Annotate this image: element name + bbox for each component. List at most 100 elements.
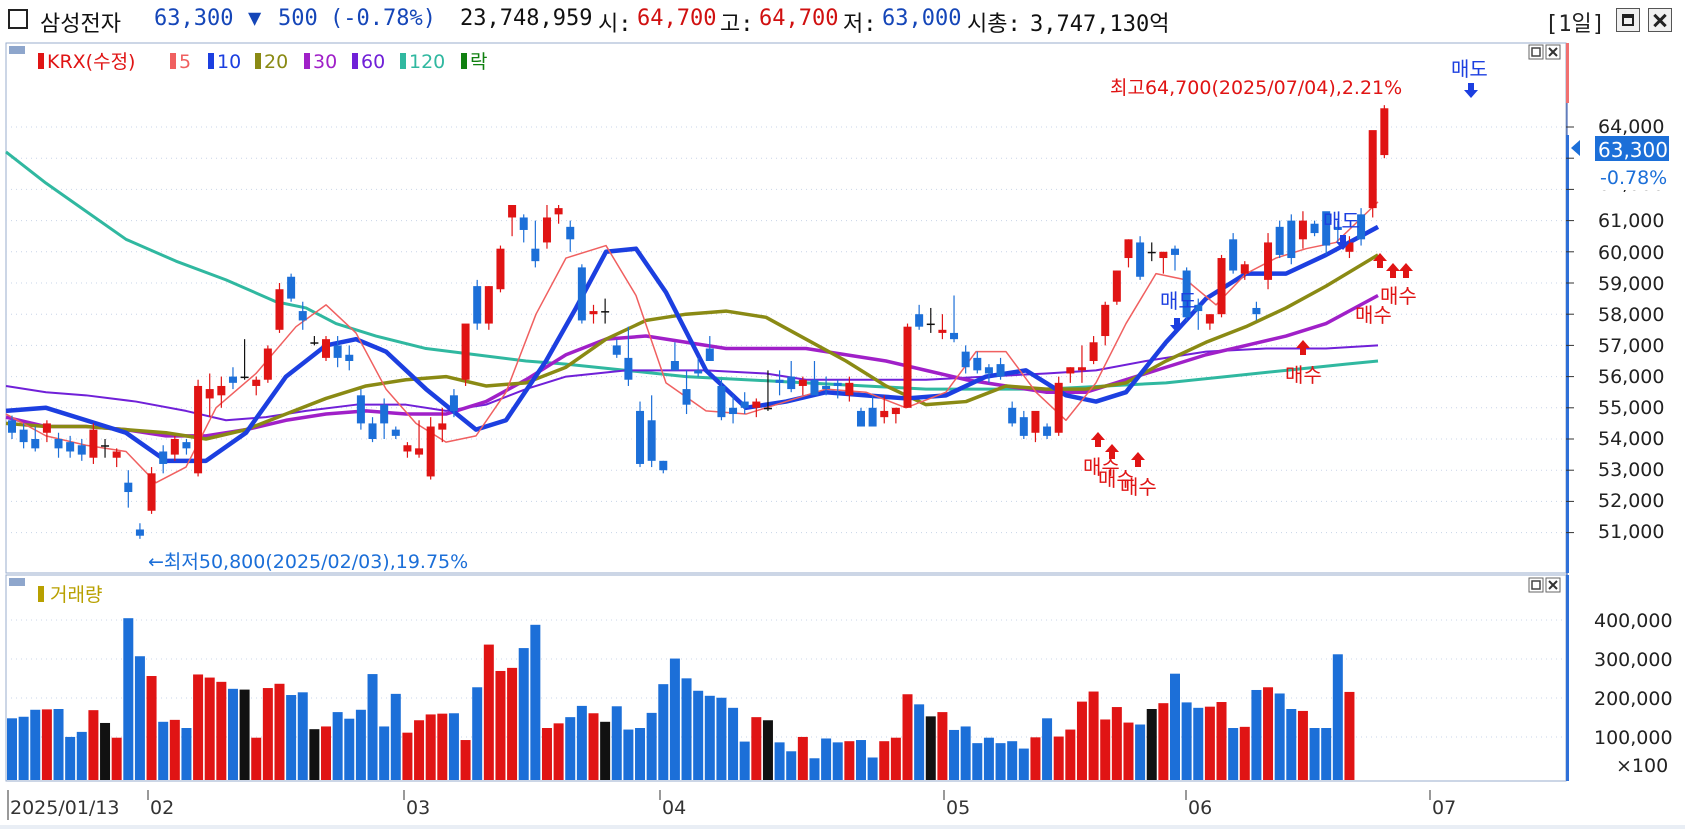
candle-body (124, 482, 133, 493)
candle-body (996, 364, 1005, 377)
volume-bar (1344, 691, 1355, 780)
volume-bar (460, 740, 471, 780)
title-bar: 삼성전자 63,300 ▼ 500 (-0.78%) 23,748,959 시:… (0, 0, 1685, 41)
volume-bar (821, 738, 832, 780)
volume-bar (1228, 728, 1239, 780)
volume-panel-close-icon[interactable] (1545, 577, 1561, 593)
price-tick: 53,000 (1598, 459, 1664, 481)
date-label: 2025/01/13 (10, 797, 120, 819)
sell-signal-label: 매도 (1451, 57, 1488, 81)
legend-ma5[interactable]: 5 (179, 51, 191, 73)
volume-tick: 100,000 (1594, 727, 1673, 749)
buy-arrow-icon (1386, 263, 1400, 278)
candle-body (1275, 226, 1284, 255)
legend-rak[interactable]: 락 (470, 51, 487, 73)
panel-close-icon[interactable] (1545, 44, 1561, 60)
close-icon[interactable] (1648, 8, 1672, 32)
legend-volume[interactable]: 거래량 (50, 584, 102, 606)
candle-body (577, 267, 586, 321)
volume-bar (588, 713, 599, 780)
volume-bar (576, 705, 587, 780)
buy-arrow-icon (1091, 432, 1105, 447)
volume-bar (41, 709, 52, 780)
candle-body (647, 420, 656, 461)
buy-signal-label: 매수 (1285, 363, 1322, 387)
volume-bar (879, 741, 890, 780)
volume-bar (344, 718, 355, 780)
candle-body (170, 439, 179, 455)
candle-body (868, 407, 877, 427)
volume-bar (611, 706, 622, 780)
volume-bar (158, 721, 169, 780)
legend-ma120[interactable]: 120 (409, 51, 445, 73)
volume-bar (553, 723, 564, 780)
candle-body (833, 382, 842, 386)
legend-ma60[interactable]: 60 (361, 51, 385, 73)
candle-body (1054, 382, 1063, 433)
candle-body (54, 439, 63, 449)
stock-chart[interactable]: KRX(수정) 5 10 20 30 60 120 락 거래량 매수매수매수매수… (0, 40, 1685, 825)
price-scroll-bar[interactable] (1566, 135, 1569, 573)
candle-body (484, 286, 493, 324)
market-cap: 3,747,130억 (1030, 12, 1170, 37)
volume-bar (1065, 729, 1076, 780)
legend-krx[interactable]: KRX(수정) (47, 51, 135, 73)
panel-restore-icon[interactable] (1528, 44, 1544, 60)
date-label: 07 (1432, 797, 1456, 819)
volume-bar (635, 728, 646, 780)
checkbox-icon[interactable] (8, 9, 28, 29)
volume-unit: ×100 (1616, 755, 1668, 777)
volume-bar (437, 713, 448, 780)
volume-bar (111, 737, 122, 780)
candle-body (601, 311, 610, 313)
restore-icon[interactable] (1616, 8, 1640, 32)
legend-ma10[interactable]: 10 (217, 51, 241, 73)
candle-body (449, 395, 458, 411)
candle-body (19, 429, 28, 443)
trade-volume: 23,748,959 (460, 6, 593, 31)
volume-bar (1123, 722, 1134, 780)
date-label: 06 (1188, 797, 1212, 819)
candle-body (1124, 239, 1133, 259)
volume-scroll-bar[interactable] (1566, 575, 1569, 781)
buy-arrow-icon (1296, 340, 1310, 355)
panel-menu-icon[interactable] (9, 46, 25, 54)
legend-ma20[interactable]: 20 (264, 51, 288, 73)
price-tick: 61,000 (1598, 210, 1664, 232)
volume-bar (1007, 741, 1018, 780)
candle-body (880, 410, 889, 418)
candle-body (228, 376, 237, 383)
volume-panel-menu-icon[interactable] (9, 578, 25, 586)
buy-signal-label: 매수 (1083, 455, 1120, 479)
candle-body (368, 423, 377, 439)
volume-tick: 400,000 (1594, 610, 1673, 632)
candle-body (531, 248, 540, 262)
candle-body (508, 205, 517, 218)
volume-bar (169, 719, 180, 780)
legend-swatch-rak (461, 53, 467, 69)
current-price-marker (1571, 140, 1580, 156)
price-scroll-top[interactable] (1566, 43, 1569, 103)
current-price: 63,300 (154, 6, 234, 31)
candle-body (322, 339, 331, 358)
volume-bar (728, 707, 739, 780)
period-button[interactable]: [1일] (1545, 12, 1605, 37)
date-label: 03 (406, 797, 430, 819)
volume-panel-restore-icon[interactable] (1528, 577, 1544, 593)
volume-bar (1239, 726, 1250, 780)
date-label: 02 (150, 797, 174, 819)
candle-body (705, 348, 714, 361)
chart-area[interactable]: KRX(수정) 5 10 20 30 60 120 락 거래량 매수 매수 매수 매수… (0, 40, 1685, 825)
candle-body (856, 410, 865, 427)
buy-signal-label: 매수 (1120, 475, 1157, 499)
sell-arrow-icon (1170, 318, 1184, 333)
low-annotation: ←최저50,800(2025/02/03),19.75% (148, 551, 468, 573)
legend-ma30[interactable]: 30 (313, 51, 337, 73)
high-price: 64,700 (759, 6, 839, 31)
legend-swatch-ma5 (170, 53, 176, 69)
price-tick: 58,000 (1598, 304, 1664, 326)
candle-body (1205, 314, 1214, 324)
buy-arrow-icon (1105, 444, 1119, 459)
volume-bar (1111, 707, 1122, 780)
date-label: 05 (946, 797, 970, 819)
